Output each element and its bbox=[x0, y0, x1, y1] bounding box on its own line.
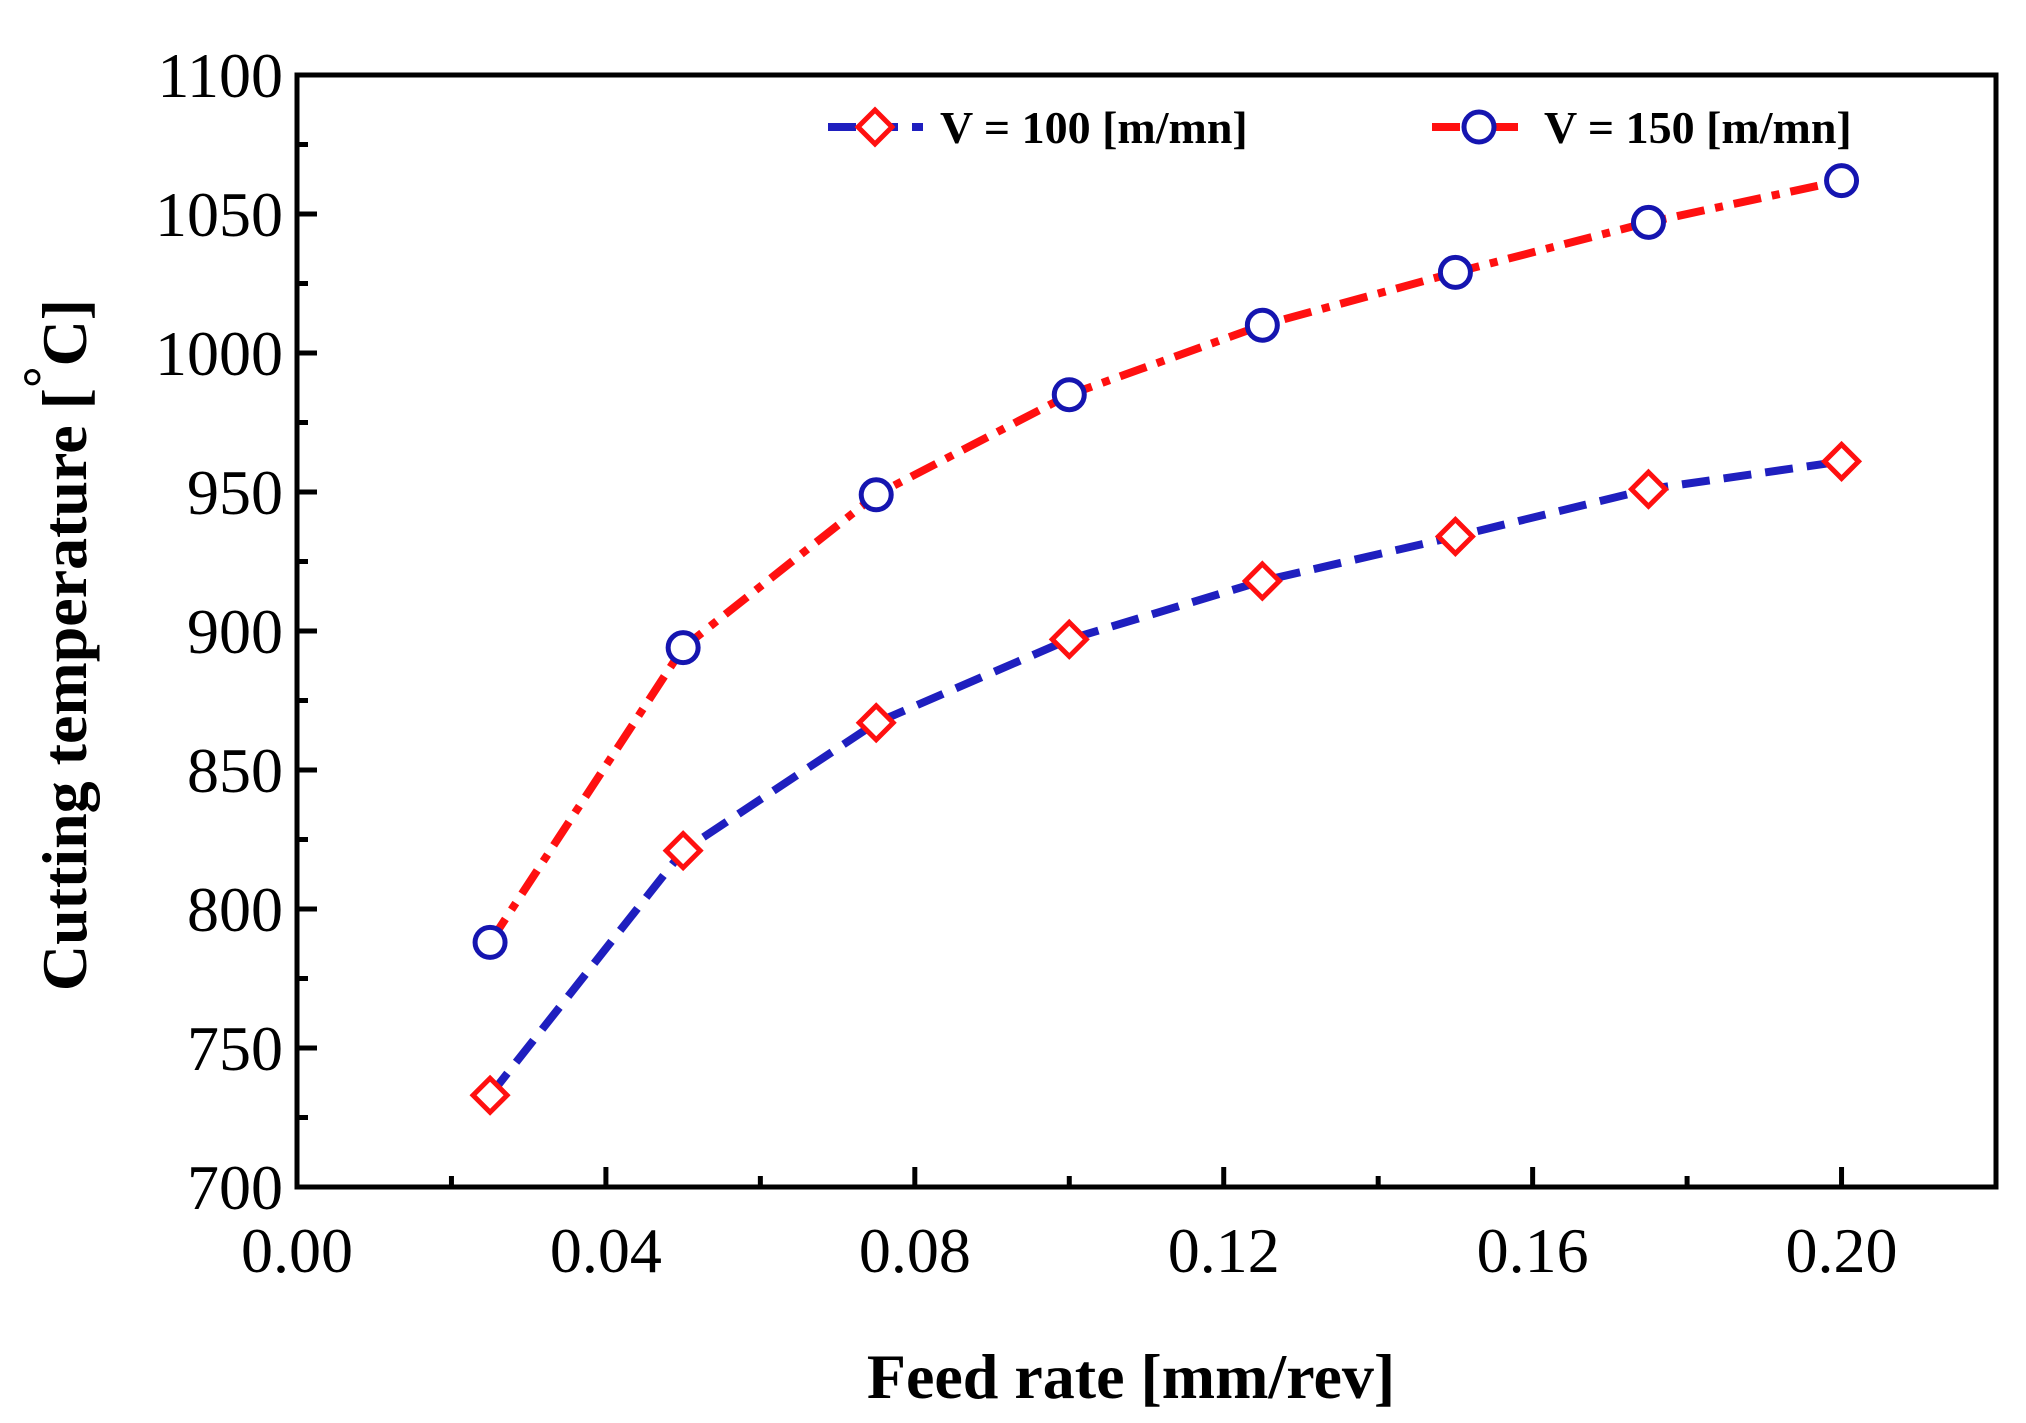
series-1-point bbox=[1048, 618, 1090, 660]
y-tick-label: 850 bbox=[187, 735, 283, 806]
x-tick-label: 0.20 bbox=[1786, 1215, 1898, 1286]
legend-item-2: V = 150 [m/mn] bbox=[1432, 102, 1852, 153]
series-2-point bbox=[472, 924, 508, 960]
series-1-point bbox=[469, 1074, 511, 1116]
y-axis-title-degree: ° bbox=[12, 366, 72, 388]
legend: V = 100 [m/mn] V = 150 [m/mn] bbox=[828, 102, 1852, 153]
series-1-point bbox=[1241, 560, 1283, 602]
y-tick-label: 750 bbox=[187, 1013, 283, 1084]
y-axis: 700 750 800 850 900 950 1000 1050 1100 bbox=[155, 40, 317, 1223]
legend-marker bbox=[854, 106, 896, 148]
series-1-point bbox=[1821, 440, 1863, 482]
y-axis-title: Cutting temperature [°C] bbox=[12, 299, 100, 991]
x-tick-label: 0.04 bbox=[550, 1215, 662, 1286]
series-2-point bbox=[858, 477, 894, 513]
y-tick-label: 900 bbox=[187, 596, 283, 667]
y-tick-label: 800 bbox=[187, 874, 283, 945]
y-tick-label: 950 bbox=[187, 457, 283, 528]
x-tick-label: 0.08 bbox=[859, 1215, 971, 1286]
y-tick-label: 1100 bbox=[157, 40, 283, 111]
series-1-point bbox=[1434, 515, 1476, 558]
series-1-point bbox=[855, 702, 897, 744]
series-2-point bbox=[1824, 163, 1860, 199]
y-tick-label: 1000 bbox=[155, 318, 283, 389]
series-1-point bbox=[662, 830, 704, 872]
series-2-point bbox=[1051, 377, 1087, 413]
series-2-point bbox=[1437, 254, 1473, 290]
y-axis-title-unit: C] bbox=[29, 299, 100, 367]
series-1 bbox=[469, 440, 1863, 1116]
x-axis-title: Feed rate [mm/rev] bbox=[867, 1341, 1395, 1412]
series-2-point bbox=[1630, 204, 1666, 240]
legend-label: V = 100 [m/mn] bbox=[940, 102, 1248, 153]
x-axis: 0.00 0.04 0.08 0.12 0.16 0.20 bbox=[241, 1167, 1898, 1286]
x-tick-label: 0.12 bbox=[1168, 1215, 1280, 1286]
legend-item-1: V = 100 [m/mn] bbox=[828, 102, 1248, 153]
series-1-line bbox=[486, 457, 1843, 1098]
x-tick-label: 0.00 bbox=[241, 1215, 353, 1286]
x-tick-label: 0.16 bbox=[1477, 1215, 1589, 1286]
series-2-line bbox=[486, 176, 1843, 945]
y-tick-label: 700 bbox=[187, 1152, 283, 1223]
y-axis-title-main: Cutting temperature [ bbox=[29, 388, 100, 991]
series-2-point bbox=[1244, 307, 1280, 343]
y-tick-label: 1050 bbox=[155, 179, 283, 250]
series-layer bbox=[469, 163, 1863, 1116]
series-2-point bbox=[665, 630, 701, 666]
series-2 bbox=[472, 163, 1860, 960]
legend-marker bbox=[1461, 109, 1497, 145]
series-1-point bbox=[1627, 468, 1670, 510]
legend-label: V = 150 [m/mn] bbox=[1544, 102, 1852, 153]
